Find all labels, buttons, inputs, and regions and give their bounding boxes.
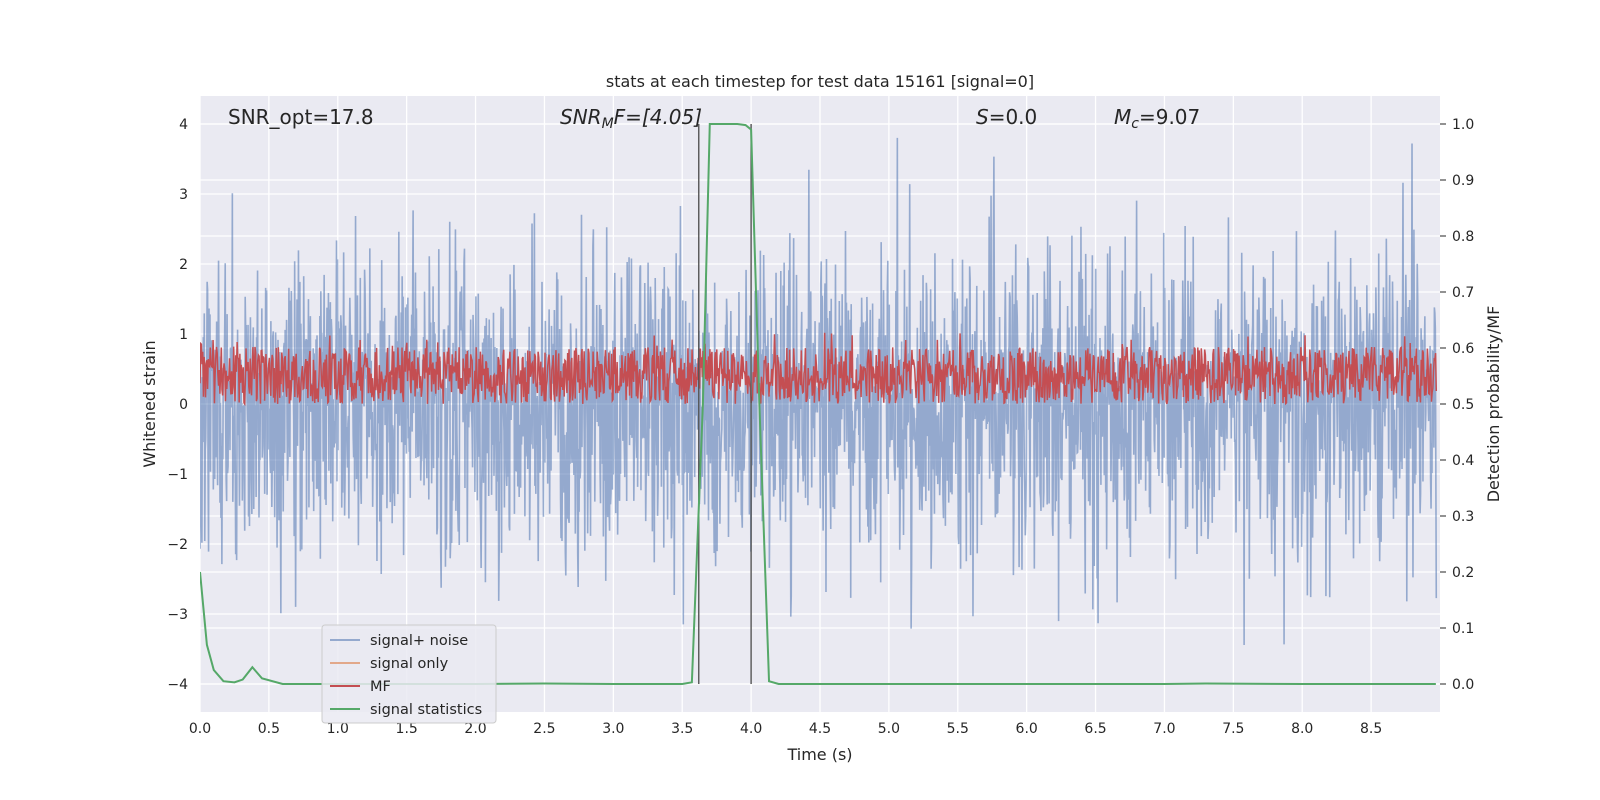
x-tick-label: 2.0	[464, 721, 486, 737]
annotation-snr-opt: SNR_opt=17.8	[228, 105, 374, 129]
x-tick-label: 0.0	[189, 721, 211, 737]
y-right-tick-label: 0.2	[1452, 565, 1474, 581]
y-left-tick-label: 1	[179, 327, 188, 343]
x-tick-label: 1.5	[396, 721, 418, 737]
legend-label-signal-only: signal only	[370, 656, 449, 672]
x-tick-label: 3.0	[602, 721, 624, 737]
y-left-tick-label: 4	[179, 117, 188, 133]
y-left-tick-label: −3	[167, 607, 188, 623]
y-left-tick-label: 2	[179, 257, 188, 273]
y-left-tick-label: −2	[167, 537, 188, 553]
y-right-tick-label: 0.0	[1452, 677, 1474, 693]
x-tick-label: 1.0	[327, 721, 349, 737]
x-ticks: 0.0 0.5 1.0 1.5 2.0 2.5 3.0 3.5 4.0 4.5 5.0 5.5 6.0 6…	[189, 721, 1382, 737]
y-right-tick-label: 0.6	[1452, 341, 1474, 357]
chart-title: stats at each timestep for test data 151…	[606, 72, 1034, 91]
x-tick-label: 6.5	[1084, 721, 1106, 737]
y-left-axis-label: Whitened strain	[140, 340, 159, 467]
annotation-snr-mf: SNRMF=[4.05]	[560, 105, 702, 132]
x-tick-label: 2.5	[533, 721, 555, 737]
y-left-tick-label: 0	[179, 397, 188, 413]
y-right-tick-label: 0.4	[1452, 453, 1474, 469]
x-tick-label: 6.0	[1016, 721, 1038, 737]
x-axis-label: Time (s)	[786, 745, 852, 764]
x-tick-label: 5.5	[947, 721, 969, 737]
annotation-mc: Mc=9.07	[1114, 105, 1200, 132]
y-right-tick-label: 0.5	[1452, 397, 1474, 413]
x-tick-label: 5.0	[878, 721, 900, 737]
x-tick-label: 7.0	[1153, 721, 1175, 737]
legend-label-signal-statistics: signal statistics	[370, 702, 482, 718]
y-right-ticks: 0.0 0.1 0.2 0.3 0.4 0.5 0.6 0.7 0.8 0.9 1.0	[1440, 117, 1474, 693]
x-tick-label: 3.5	[671, 721, 693, 737]
mf-line	[200, 332, 1438, 407]
vertical-markers	[698, 124, 752, 684]
y-right-axis-label: Detection probability/MF	[1484, 306, 1503, 503]
legend-box	[321, 624, 497, 724]
y-left-ticks: −4 −3 −2 −1 0 1 2 3 4	[167, 117, 188, 693]
signal-statistics-line	[200, 123, 1436, 685]
y-right-tick-label: 0.3	[1452, 509, 1474, 525]
legend-label-mf: MF	[370, 679, 391, 695]
series-signal-statistics	[200, 123, 1436, 685]
y-right-tick-label: 0.8	[1452, 229, 1474, 245]
y-left-tick-label: 3	[179, 187, 188, 203]
x-tick-label: 0.5	[258, 721, 280, 737]
x-tick-label: 8.5	[1360, 721, 1382, 737]
y-left-tick-label: −4	[167, 677, 188, 693]
y-right-tick-label: 0.7	[1452, 285, 1474, 301]
annotation-s: S=0.0	[976, 105, 1037, 129]
x-tick-label: 8.0	[1291, 721, 1313, 737]
series-mf	[200, 332, 1438, 407]
y-left-tick-label: −1	[167, 467, 188, 483]
x-tick-label: 4.0	[740, 721, 762, 737]
y-right-tick-label: 1.0	[1452, 117, 1474, 133]
y-right-tick-label: 0.9	[1452, 173, 1474, 189]
x-tick-label: 7.5	[1222, 721, 1244, 737]
y-right-tick-label: 0.1	[1452, 621, 1474, 637]
x-tick-label: 4.5	[809, 721, 831, 737]
legend: signal+ noise signal only MF signal stat…	[321, 624, 497, 724]
legend-label-signal-noise: signal+ noise	[370, 633, 468, 649]
